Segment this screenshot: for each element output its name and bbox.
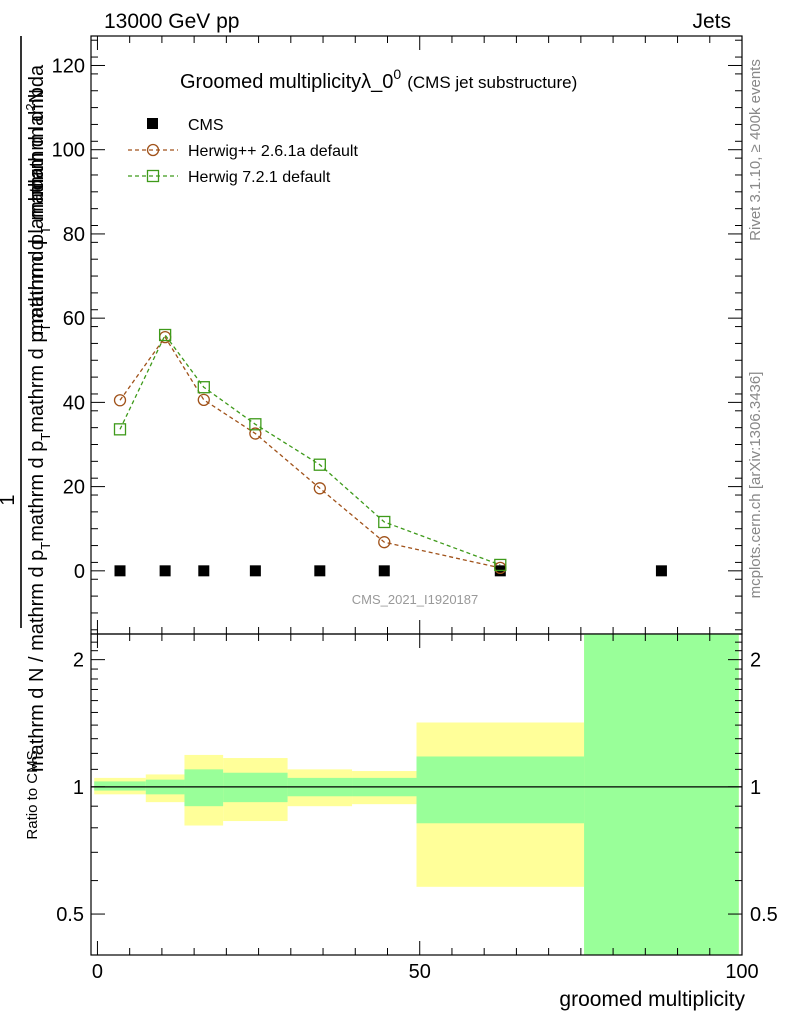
cms-data-point (114, 565, 126, 577)
legend-cms-marker (147, 118, 158, 129)
herwig721-point (197, 381, 210, 394)
ratio-plot-frame (90, 633, 743, 956)
svg-text:mathrm d pT mathrm d lambda: mathrm d pT mathrm d lambda (26, 64, 53, 335)
ratio-y-axis: 0.5 0.5 1 1 2 2 (56, 641, 778, 956)
ratio-band-green (584, 634, 739, 955)
plot-title: Groomed multiplicityλ_00 (CMS jet substru… (180, 66, 577, 93)
rivet-version-label: Rivet 3.1.10, ≥ 400k events (747, 59, 764, 241)
main-y-tick-label: 80 (63, 224, 85, 246)
legend: CMS Herwig++ 2.6.1a default Herwig 7.2.1… (128, 117, 358, 186)
series-line-1 (119, 335, 501, 569)
herwig261-point (313, 482, 326, 495)
legend-herwig261-marker (146, 143, 160, 157)
ratio-band-green (94, 781, 146, 791)
legend-herwig721-label: Herwig 7.2.1 default (188, 169, 331, 186)
main-y-tick-label: 120 (52, 55, 85, 77)
analysis-watermark: CMS_2021_I1920187 (352, 592, 479, 607)
svg-text:mathrm d N / mathrm d pTmathrm: mathrm d N / mathrm d pTmathrm d pTmathr… (26, 167, 53, 772)
main-y-tick-label: 0 (74, 561, 85, 583)
header-energy-label: 13000 GeV pp (104, 10, 239, 33)
herwig721-point (378, 515, 391, 529)
herwig721-point (249, 418, 262, 431)
ratio-band-green (416, 756, 585, 824)
legend-cms-label: CMS (188, 117, 224, 134)
ratio-y-tick-label-right: 0.5 (750, 904, 778, 926)
x-tick-label: 100 (725, 961, 758, 983)
ratio-y-tick-label: 2 (73, 650, 84, 672)
ratio-y-tick-label-right: 1 (750, 777, 761, 799)
svg-text:1: 1 (0, 494, 19, 505)
herwig261-point (113, 394, 127, 407)
cms-data-point (159, 565, 171, 577)
x-axis-label: groomed multiplicity (559, 988, 745, 1011)
svg-text:mathrm d2N: mathrm d2N (23, 89, 48, 195)
herwig721-point (158, 328, 172, 342)
ratio-panel: 0.5 0.5 1 1 2 2 0 50 100 Ratio to CMS groomed m… (24, 633, 778, 1011)
legend-herwig721-marker (146, 169, 160, 183)
main-y-axis: 0 20 40 60 80 100 120 (52, 39, 742, 631)
main-y-tick-label: 40 (63, 392, 85, 414)
cms-data-point (378, 565, 390, 577)
main-y-tick-label: 60 (63, 308, 85, 330)
cms-data-point (655, 565, 667, 577)
x-tick-label: 50 (409, 961, 431, 983)
ratio-y-tick-label: 0.5 (56, 904, 84, 926)
x-tick-label: 0 (92, 961, 103, 983)
ratio-y-tick-label-right: 2 (750, 650, 761, 672)
herwig261-point (197, 393, 210, 407)
herwig721-point (494, 558, 507, 572)
ratio-band-green (184, 769, 224, 807)
herwig261-point (378, 536, 391, 549)
herwig721-point (313, 458, 326, 471)
series-line-2 (119, 333, 501, 566)
cms-data-point (198, 565, 210, 577)
ratio-uncertainty-bands (91, 634, 742, 955)
cms-data-point (314, 565, 326, 577)
legend-herwig261-label: Herwig++ 2.6.1a default (188, 143, 358, 160)
herwig261-point (249, 427, 262, 440)
main-y-tick-label: 100 (52, 140, 85, 162)
main-x-axis (96, 36, 743, 634)
cms-data-point (249, 565, 261, 577)
main-panel: 0 20 40 60 80 100 120 CMS_2021_I1920187 Groome… (52, 35, 743, 635)
main-data-series (113, 328, 667, 577)
herwig721-point (113, 423, 127, 436)
main-y-tick-label: 20 (63, 477, 85, 499)
ratio-x-axis: 0 50 100 (92, 634, 759, 983)
main-y-axis-label: mathrm d2N mathrm d pT mathrm d lambda 1… (0, 36, 53, 772)
mcplots-label: mcplots.cern.ch [arXiv:1306.3436] (747, 372, 764, 599)
ratio-y-axis-label: Ratio to CMS (24, 750, 41, 839)
ratio-y-tick-label: 1 (73, 777, 84, 799)
header-analysis-label: Jets (692, 10, 731, 33)
